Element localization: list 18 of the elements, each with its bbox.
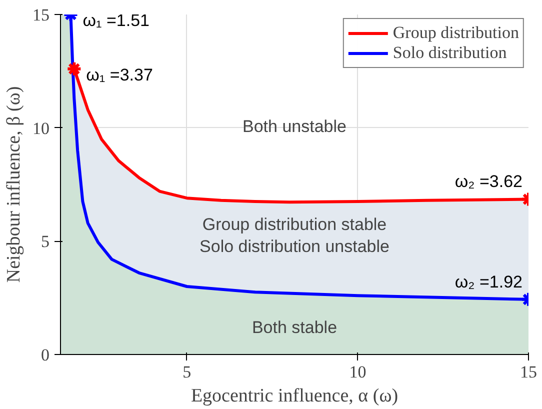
- y-tick-label: 5: [41, 232, 50, 252]
- legend-label: Solo distribution: [392, 43, 507, 63]
- x-axis-title: Egocentric influence, α (ω): [190, 386, 398, 406]
- annotation: ω₁ =1.51: [82, 11, 150, 30]
- x-tick-label: 10: [349, 362, 366, 382]
- annotation: Both stable: [252, 318, 338, 337]
- x-tick-label: 5: [182, 362, 192, 382]
- y-tick-label: 10: [32, 118, 50, 138]
- annotation: ω₁ =3.37: [86, 65, 153, 84]
- x-tick-label: 15: [520, 362, 537, 382]
- annotation: ω₂ =1.92: [454, 272, 523, 292]
- annotation: Both unstable: [242, 117, 346, 136]
- annotation: Group distribution stable Solo distribution unstable: [200, 215, 390, 256]
- annotation: ω₂ =3.62: [454, 172, 523, 192]
- y-axis-title: Neigbour influence, β (ω): [4, 86, 24, 283]
- y-tick-label: 15: [32, 6, 50, 24]
- y-tick-label: 0: [41, 346, 50, 364]
- legend-label: Group distribution: [392, 23, 519, 43]
